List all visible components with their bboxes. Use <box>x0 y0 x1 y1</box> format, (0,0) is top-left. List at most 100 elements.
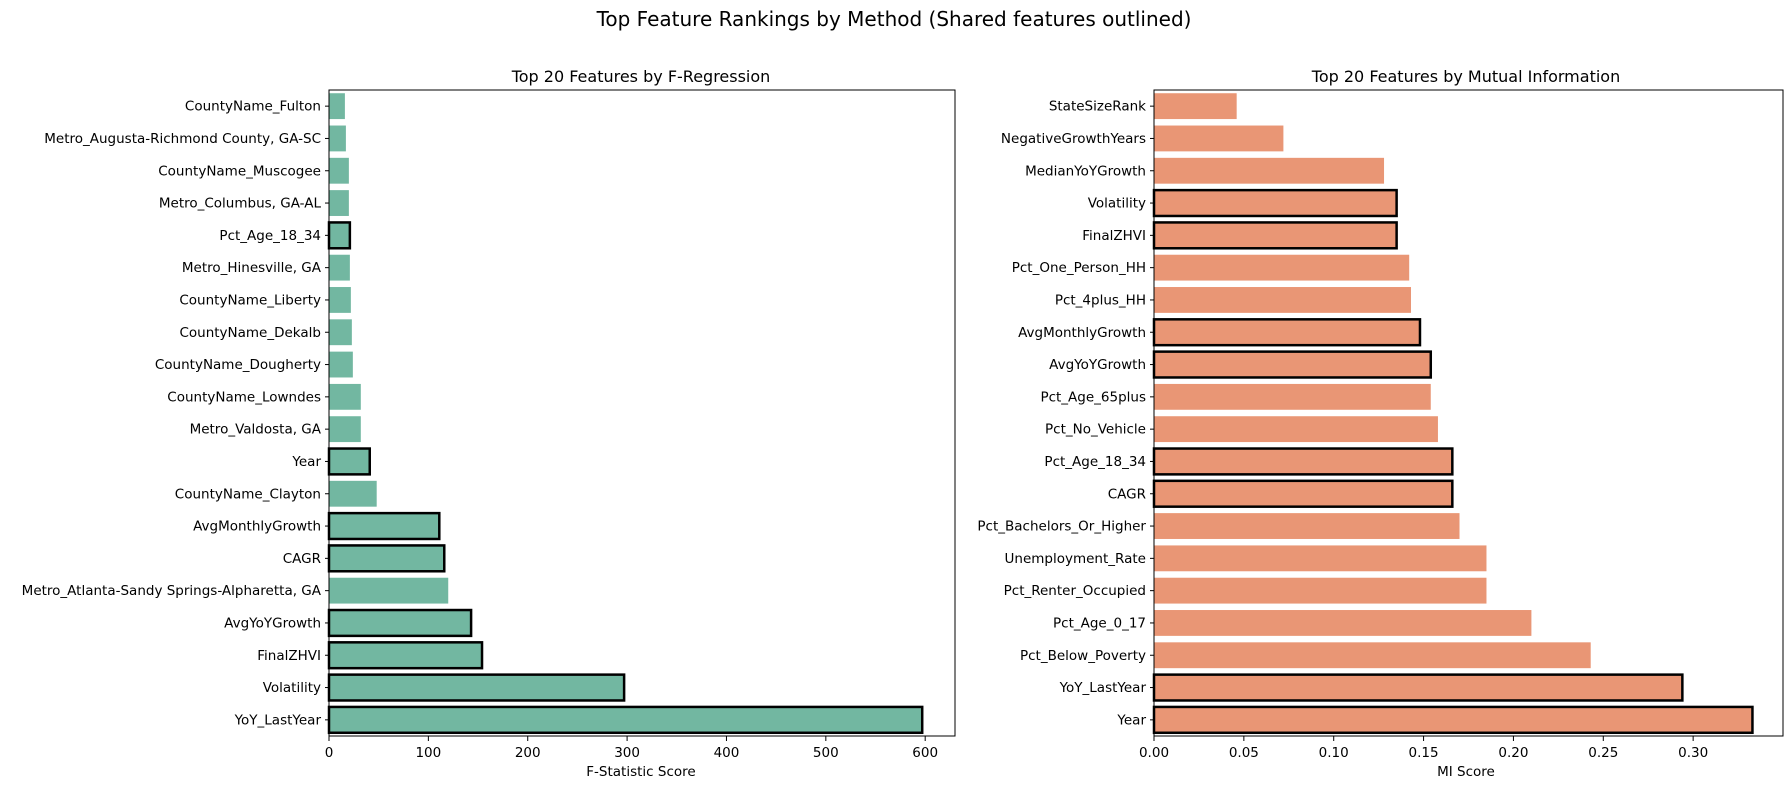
f-regression-title: Top 20 Features by F-Regression <box>511 67 771 86</box>
f-regression-bar <box>329 480 377 507</box>
mutual-information-chart: Top 20 Features by Mutual Information MI… <box>977 67 1784 780</box>
f-regression-y-tick-label: CountyName_Muscogee <box>158 163 321 179</box>
f-regression-y-tick-label: AvgMonthlyGrowth <box>193 519 321 535</box>
f-regression-bar <box>329 125 346 152</box>
f-regression-y-tick-label: YoY_LastYear <box>234 712 322 728</box>
mutual-information-bar <box>1152 188 1398 218</box>
mutual-information-bar <box>1154 254 1410 281</box>
mutual-information-y-tick-label: Unemployment_Rate <box>1005 551 1146 567</box>
f-regression-x-tick-label: 500 <box>813 745 839 761</box>
mutual-information-bar <box>1154 545 1487 572</box>
mutual-information-y-tick-label: Pct_Bachelors_Or_Higher <box>977 519 1146 535</box>
f-regression-axes-frame <box>328 89 956 737</box>
f-regression-bar <box>329 383 361 410</box>
mutual-information-bar <box>1152 673 1684 702</box>
f-regression-y-tick-label: Metro_Hinesville, GA <box>182 260 322 276</box>
mutual-information-x-ticks: 0.00 0.05 0.10 0.15 0.20 0.25 0.30 <box>1139 736 1708 761</box>
mutual-information-bar <box>1154 93 1237 120</box>
mutual-information-x-tick-label: 0.15 <box>1409 745 1439 761</box>
f-regression-bar <box>327 673 626 702</box>
f-regression-bar <box>327 544 446 573</box>
f-regression-bar <box>327 447 371 476</box>
mutual-information-title: Top 20 Features by Mutual Information <box>1311 67 1620 86</box>
mutual-information-x-tick-label: 0.00 <box>1139 745 1169 761</box>
mutual-information-y-tick-label: YoY_LastYear <box>1059 680 1147 696</box>
f-regression-y-tick-label: Metro_Augusta-Richmond County, GA-SC <box>44 131 321 147</box>
f-regression-y-tick-label: CountyName_Lowndes <box>167 389 321 405</box>
mutual-information-y-tick-label: Pct_4plus_HH <box>1055 292 1146 308</box>
f-regression-y-tick-label: CountyName_Dekalb <box>179 325 321 341</box>
mutual-information-bar <box>1152 318 1422 347</box>
f-regression-y-tick-label: CAGR <box>283 551 321 567</box>
f-regression-y-tick-label: Metro_Atlanta-Sandy Springs-Alpharetta, … <box>22 583 322 599</box>
f-regression-bar <box>329 93 345 120</box>
mutual-information-y-tick-label: Year <box>1116 712 1146 728</box>
f-regression-y-tick-label: Metro_Valdosta, GA <box>190 422 322 438</box>
mutual-information-bar <box>1154 383 1431 410</box>
mutual-information-x-tick-label: 0.20 <box>1498 745 1528 761</box>
mutual-information-y-tick-labels: StateSizeRank NegativeGrowthYears MedianYo… <box>977 99 1154 728</box>
f-regression-y-tick-label: CountyName_Liberty <box>179 292 321 308</box>
f-regression-x-tick-label: 100 <box>415 745 441 761</box>
f-regression-x-tick-label: 400 <box>714 745 740 761</box>
mutual-information-y-tick-label: Pct_Below_Poverty <box>1020 648 1146 664</box>
f-regression-bars <box>327 93 924 735</box>
mutual-information-bar <box>1154 287 1411 313</box>
f-regression-x-tick-label: 200 <box>515 745 541 761</box>
mutual-information-bar <box>1154 125 1284 152</box>
mutual-information-bar <box>1154 577 1487 604</box>
mutual-information-y-tick-label: Pct_Age_0_17 <box>1053 615 1146 631</box>
f-regression-bar <box>327 641 484 670</box>
f-regression-bar <box>329 319 352 346</box>
f-regression-y-tick-label: Metro_Columbus, GA-AL <box>159 196 322 212</box>
f-regression-bar <box>329 157 349 184</box>
f-regression-bar <box>329 351 353 378</box>
f-regression-bar <box>329 254 350 281</box>
mutual-information-axes-frame <box>1153 89 1784 737</box>
mutual-information-y-tick-label: AvgMonthlyGrowth <box>1018 325 1146 341</box>
f-regression-y-tick-label: Year <box>291 454 321 470</box>
f-regression-chart: Top 20 Features by F-Regression F-Statis… <box>22 67 956 780</box>
mutual-information-bar <box>1152 705 1754 735</box>
f-regression-x-tick-label: 600 <box>912 745 938 761</box>
mutual-information-x-tick-label: 0.10 <box>1319 745 1349 761</box>
mutual-information-y-tick-label: Pct_Renter_Occupied <box>1004 583 1146 599</box>
f-regression-y-tick-label: FinalZHVI <box>257 648 321 664</box>
figure-suptitle: Top Feature Rankings by Method (Shared f… <box>596 7 1192 31</box>
f-regression-bar <box>329 190 349 216</box>
mutual-information-y-tick-label: AvgYoYGrowth <box>1049 357 1146 373</box>
f-regression-y-tick-label: Pct_Age_18_34 <box>219 228 321 244</box>
mutual-information-x-tick-label: 0.25 <box>1588 745 1618 761</box>
mutual-information-bar <box>1154 610 1532 636</box>
mutual-information-y-tick-label: Volatility <box>1088 196 1146 212</box>
f-regression-y-tick-labels: CountyName_Fulton Metro_Augusta-Richmond … <box>22 99 329 728</box>
mutual-information-x-tick-label: 0.30 <box>1678 745 1708 761</box>
mutual-information-y-tick-label: StateSizeRank <box>1049 99 1146 115</box>
mutual-information-bar <box>1154 416 1438 443</box>
mutual-information-x-tick-label: 0.05 <box>1229 745 1259 761</box>
f-regression-bar <box>329 416 361 443</box>
mutual-information-bar <box>1154 513 1460 539</box>
f-regression-bar <box>329 577 449 604</box>
mutual-information-bar <box>1152 221 1398 250</box>
f-regression-y-tick-label: CountyName_Dougherty <box>155 357 321 373</box>
f-regression-xlabel: F-Statistic Score <box>586 764 695 780</box>
f-regression-bar <box>327 511 441 541</box>
mutual-information-bar <box>1154 642 1591 669</box>
mutual-information-bars <box>1152 93 1754 735</box>
mutual-information-y-tick-label: CAGR <box>1108 486 1146 502</box>
mutual-information-y-tick-label: FinalZHVI <box>1082 228 1146 244</box>
f-regression-y-tick-label: CountyName_Clayton <box>175 486 321 502</box>
f-regression-bar <box>327 221 352 250</box>
mutual-information-bar <box>1152 350 1433 379</box>
f-regression-x-ticks: 0 100 200 300 400 500 600 <box>325 736 938 761</box>
f-regression-y-tick-label: AvgYoYGrowth <box>224 615 321 631</box>
mutual-information-y-tick-label: MedianYoYGrowth <box>1025 163 1146 179</box>
mutual-information-bar <box>1154 157 1385 184</box>
f-regression-bar <box>329 287 351 313</box>
f-regression-bar <box>327 705 924 735</box>
f-regression-bar <box>327 608 473 638</box>
mutual-information-y-tick-label: NegativeGrowthYears <box>1001 131 1146 147</box>
